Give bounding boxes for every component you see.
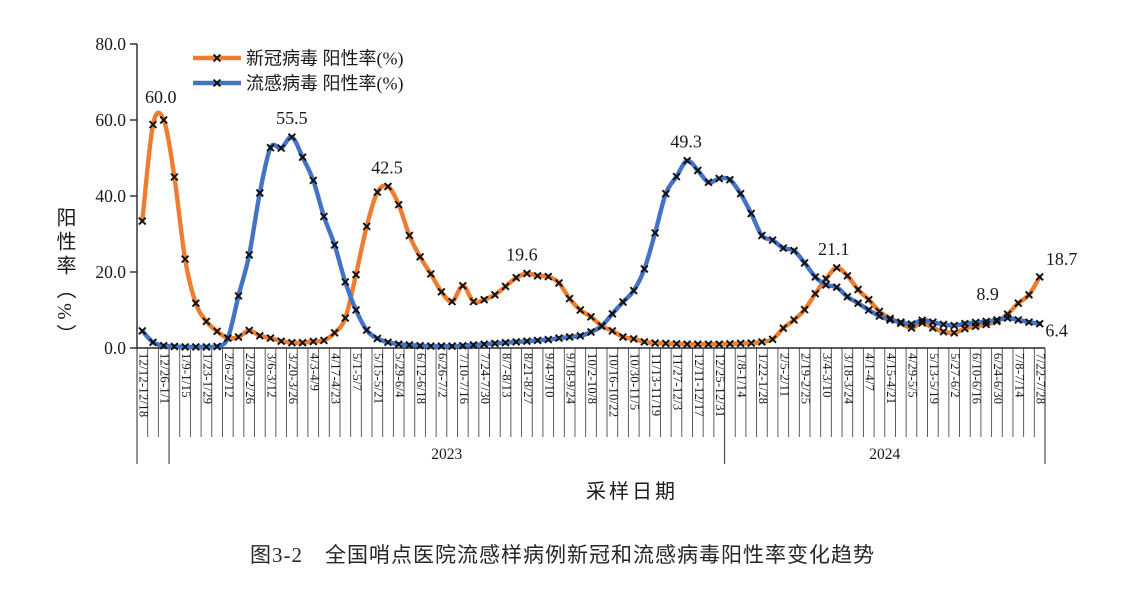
x-tick-label: 1/8-1/14: [735, 353, 749, 398]
year-label: 2023: [431, 446, 462, 463]
x-tick-label: 5/15-5/21: [371, 353, 385, 404]
y-tick-label: 40.0: [95, 186, 126, 206]
x-tick-label: 9/18-9/24: [564, 353, 578, 405]
x-tick-label: 4/29-5/5: [905, 353, 919, 398]
x-tick-label: 4/17-4/23: [329, 353, 343, 404]
x-tick-label: 4/15-4/21: [884, 353, 898, 404]
year-labels: 2023 2024: [431, 446, 900, 463]
x-tick-label: 9/4-9/10: [542, 353, 556, 398]
x-tick-label: 6/26-7/2: [435, 353, 449, 398]
x-tick-label: 1/23-1/29: [200, 353, 214, 404]
x-axis-week-tick-lines: [136, 348, 1046, 464]
y-tick-label: 20.0: [95, 262, 126, 282]
x-tick-label: 3/18-3/24: [841, 353, 855, 405]
x-tick-label: 10/2-10/8: [585, 353, 599, 404]
positivity-trend-chart: 0.020.040.060.080.012/12-12/18 12/26-1/1 1…: [95, 34, 1077, 464]
year-label: 2024: [869, 446, 900, 463]
annotation-flu: 6.4: [1045, 321, 1068, 341]
x-tick-label: 8/21-8/27: [521, 353, 535, 404]
x-tick-label: 2/5-2/11: [777, 353, 791, 397]
x-tick-label: 10/16-10/22: [606, 353, 620, 417]
x-tick-label: 7/8-7/14: [1012, 353, 1026, 398]
x-tick-label: 12/25-12/31: [713, 353, 727, 417]
x-tick-label: 3/4-3/10: [820, 353, 834, 398]
y-axis-title: 阳性率（%）: [53, 207, 75, 348]
legend-label-flu: 流感病毒 阳性率(%): [246, 74, 403, 95]
figure-caption: 图3-2 全国哨点医院流感样病例新冠和流感病毒阳性率变化趋势: [250, 543, 875, 567]
y-tick-label: 80.0: [95, 34, 126, 54]
annotation-covid: 19.6: [506, 245, 538, 265]
x-tick-label: 5/1-5/7: [350, 353, 364, 391]
annotation-flu: 49.3: [670, 132, 702, 152]
x-tick-label: 6/12-6/18: [414, 353, 428, 404]
x-tick-label: 8/7-8/13: [500, 353, 514, 398]
annotation-covid: 42.5: [371, 158, 403, 178]
flu-series-markers: [138, 133, 1044, 351]
annotation-covid: 60.0: [145, 87, 177, 107]
x-tick-label: 12/11-12/17: [692, 353, 706, 417]
x-axis-title: 采样日期: [586, 481, 678, 503]
x-tick-label: 3/6-3/12: [265, 353, 279, 398]
x-tick-label: 2/20-2/26: [243, 353, 257, 404]
legend-marker-flu: [212, 78, 222, 88]
x-tick-label: 10/30-11/5: [628, 353, 642, 410]
x-tick-label: 6/10-6/16: [970, 353, 984, 404]
y-axis-ticks: 0.0 20.0 40.0 60.0 80.0: [95, 34, 137, 358]
x-tick-label: 2/19-2/25: [799, 353, 813, 404]
annotation-covid: 8.9: [976, 284, 999, 304]
x-tick-label: 11/13-11/19: [649, 353, 663, 416]
x-tick-label: 3/20-3/26: [286, 353, 300, 404]
legend-marker-covid: [212, 53, 222, 63]
x-tick-label: 5/27-6/2: [948, 353, 962, 398]
annotation-covid: 18.7: [1046, 249, 1078, 269]
legend-label-covid: 新冠病毒 阳性率(%): [246, 49, 403, 70]
x-tick-label: 4/1-4/7: [863, 353, 877, 391]
y-tick-label: 0.0: [104, 338, 126, 358]
x-tick-label: 7/24-7/30: [478, 353, 492, 404]
x-tick-label: 6/24-6/30: [991, 353, 1005, 404]
legend: 新冠病毒 阳性率(%) 流感病毒 阳性率(%): [193, 49, 403, 95]
x-tick-label: 12/12-12/18: [136, 353, 150, 417]
x-tick-label: 11/27-12/3: [670, 353, 684, 410]
x-tick-label: 12/26-1/1: [158, 353, 172, 404]
covid-series-markers: [138, 115, 1044, 349]
x-tick-label: 1/22-1/28: [756, 353, 770, 404]
x-axis-tick-labels: 12/12-12/18 12/26-1/1 1/9-1/15 1/23-1/29 2/6…: [136, 353, 1047, 417]
annotation-covid: 21.1: [818, 239, 850, 259]
y-tick-label: 60.0: [95, 110, 126, 130]
x-tick-label: 2/6-2/12: [222, 353, 236, 398]
x-tick-label: 5/13-5/19: [927, 353, 941, 404]
x-tick-label: 7/22-7/28: [1034, 353, 1048, 404]
x-tick-label: 7/10-7/16: [457, 353, 471, 404]
x-tick-label: 5/29-6/4: [393, 353, 407, 398]
annotation-flu: 55.5: [276, 108, 308, 128]
data-annotations: 60.0 55.5 42.5 19.6 49.3 21.1 8.9 18.7 6.4: [145, 87, 1077, 341]
x-tick-label: 1/9-1/15: [179, 353, 193, 398]
x-tick-label: 4/3-4/9: [307, 353, 321, 391]
